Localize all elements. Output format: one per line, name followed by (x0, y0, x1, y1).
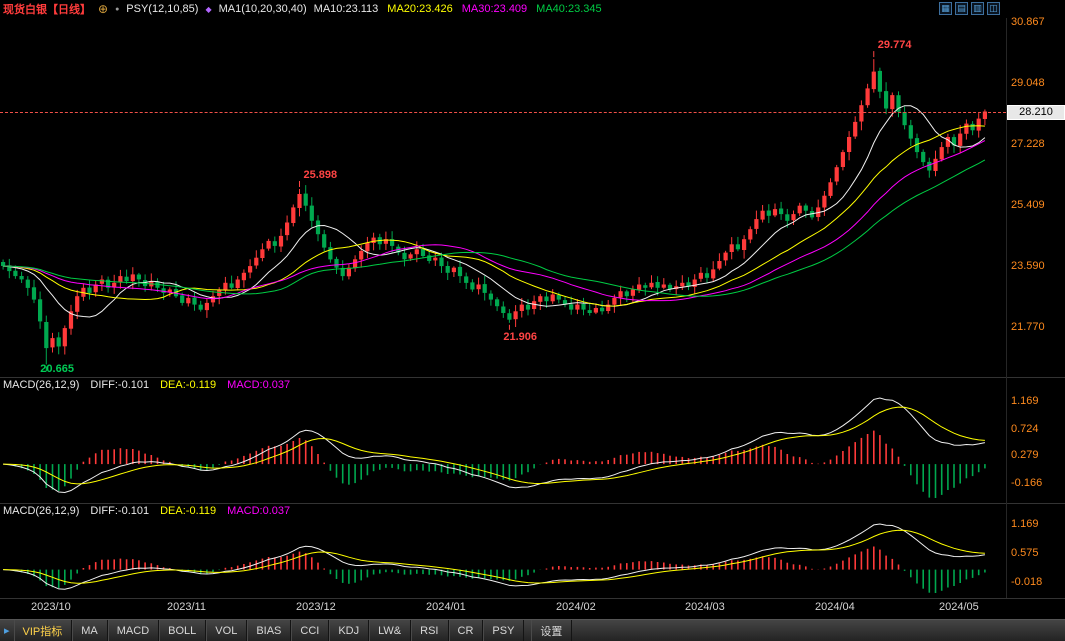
price-annotation: 20.665 (40, 363, 74, 375)
macd-axis-label: 0.724 (1011, 423, 1039, 435)
layout-dual-icon[interactable]: ◫ (987, 2, 1000, 15)
panel-divider (0, 377, 1065, 378)
macd2-header: MACD(26,12,9) DIFF:-0.101 DEA:-0.119 MAC… (3, 504, 290, 518)
macd2-title: MACD(26,12,9) (3, 505, 80, 517)
macd-axis-label: 1.169 (1011, 395, 1039, 407)
toolbar-arrow-icon[interactable]: ▸ (4, 625, 10, 637)
toolbar-item-psy[interactable]: PSY (483, 620, 525, 641)
macd1-diff: DIFF:-0.101 (90, 379, 150, 391)
price-axis-label: 25.409 (1011, 199, 1045, 211)
macd1-header: MACD(26,12,9) DIFF:-0.101 DEA:-0.119 MAC… (3, 378, 290, 392)
toolbar-item-bias[interactable]: BIAS (247, 620, 292, 641)
x-axis-label: 2024/01 (426, 601, 466, 613)
candles-group (1, 59, 987, 365)
toolbar-item-kdj[interactable]: KDJ (329, 620, 370, 641)
ma-value-label: MA20:23.426 (387, 3, 453, 15)
price-axis-label: 30.867 (1011, 16, 1045, 28)
price-axis-label: 27.228 (1011, 138, 1045, 150)
price-annotation: 29.774 (878, 39, 913, 51)
x-axis-label: 2023/12 (296, 601, 336, 613)
toolbar-item-vip-indicators[interactable]: VIP指标 (14, 620, 73, 641)
price-axis-label: 29.048 (1011, 77, 1045, 89)
psy-indicator-label: PSY(12,10,85) (126, 3, 199, 15)
current-price-badge: 28.210 (1007, 105, 1065, 120)
ma30-line (3, 140, 986, 302)
indicator-toolbar: ▸ VIP指标 MA MACD BOLL VOL BIAS CCI KDJ LW& RSI CR PS… (0, 619, 1065, 641)
macd2-macd: MACD:0.037 (227, 505, 291, 517)
macd1-dea: DEA:-0.119 (160, 379, 217, 391)
ma-group-icon: ◆ (205, 4, 212, 14)
macd-axis-label: 0.279 (1011, 449, 1039, 461)
x-axis-label: 2024/03 (685, 601, 725, 613)
macd-axis-label: 0.575 (1011, 547, 1039, 559)
ma10-line (3, 105, 986, 318)
macd1-title: MACD(26,12,9) (3, 379, 80, 391)
macd-histogram-group (8, 430, 986, 498)
ma40-line (3, 159, 986, 297)
toolbar-item-lwr[interactable]: LW& (369, 620, 412, 641)
current-price-line (0, 112, 1006, 113)
toolbar-item-ma[interactable]: MA (72, 620, 108, 641)
axis-divider (1006, 18, 1007, 598)
layout-quad-icon[interactable]: ▦ (939, 2, 952, 15)
toolbar-item-macd[interactable]: MACD (108, 620, 160, 641)
macd-axis-label: -0.018 (1011, 576, 1043, 588)
macd-axis-label: -0.166 (1011, 477, 1043, 489)
toolbar-item-cci[interactable]: CCI (291, 620, 330, 641)
x-axis-label: 2023/10 (31, 601, 71, 613)
panel-divider (0, 503, 1065, 504)
price-annotation: 25.898 (304, 169, 338, 181)
x-axis-label: 2024/04 (815, 601, 855, 613)
macd1-chart[interactable] (0, 393, 1065, 503)
macd2-dea: DEA:-0.119 (160, 505, 217, 517)
candlestick-chart[interactable]: 20.665 25.898 21.906 29.774 (0, 18, 1065, 376)
ma-lines-group (3, 105, 986, 318)
layout-rows-icon[interactable]: ▤ (955, 2, 968, 15)
ma-group-label: MA1(10,20,30,40) (218, 3, 307, 15)
diff-line (3, 523, 985, 590)
psy-bullet-icon: ● (115, 5, 120, 13)
macd2-chart[interactable] (0, 519, 1065, 598)
toolbar-item-boll[interactable]: BOLL (159, 620, 207, 641)
macd-histogram-group (8, 546, 986, 593)
ma20-line (3, 125, 985, 307)
ma-value-label: MA40:23.345 (536, 3, 602, 15)
x-axis-label: 2024/02 (556, 601, 596, 613)
macd-axis-label: 1.169 (1011, 518, 1039, 530)
toolbar-item-cr[interactable]: CR (449, 620, 484, 641)
ma-value-label: MA10:23.113 (313, 3, 379, 15)
macd2-diff: DIFF:-0.101 (90, 505, 150, 517)
toolbar-items: VIP指标 MA MACD BOLL VOL BIAS CCI KDJ LW& RSI CR PSY 设… (14, 620, 573, 641)
macd1-macd: MACD:0.037 (227, 379, 291, 391)
diff-line (3, 397, 986, 494)
dea-line (3, 406, 985, 485)
chart-header: 现货白银【日线】 ⊕ ● PSY(12,10,85) ◆ MA1(10,20,3… (0, 0, 1065, 18)
price-axis-label: 23.590 (1011, 260, 1045, 272)
panel-divider (0, 598, 1065, 599)
symbol-title: 现货白银【日线】 (3, 4, 91, 16)
dea-line (3, 529, 985, 584)
ma-values: MA10:23.113 MA20:23.426 MA30:23.409 MA40:23… (314, 3, 602, 15)
price-annotation: 21.906 (503, 331, 537, 343)
ma-value-label: MA30:23.409 (461, 3, 528, 15)
layout-icons: ▦ ▤ ▥ ◫ (939, 2, 1000, 15)
x-axis-label: 2024/05 (939, 601, 979, 613)
toolbar-item-settings[interactable]: 设置 (531, 620, 573, 641)
layout-columns-icon[interactable]: ▥ (971, 2, 984, 15)
annotations-group: 20.665 25.898 21.906 29.774 (40, 39, 912, 375)
add-indicator-icon[interactable]: ⊕ (98, 2, 109, 16)
price-axis-label: 21.770 (1011, 321, 1045, 333)
x-axis-label: 2023/11 (167, 601, 206, 613)
toolbar-item-vol[interactable]: VOL (206, 620, 248, 641)
toolbar-item-rsi[interactable]: RSI (411, 620, 449, 641)
